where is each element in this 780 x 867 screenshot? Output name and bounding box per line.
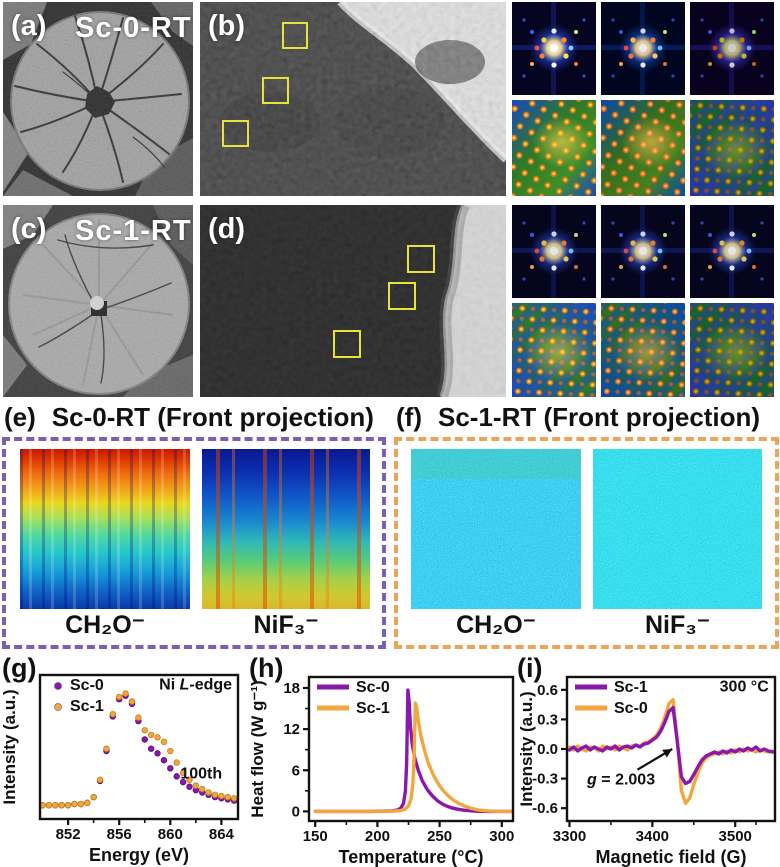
lattice-image-b2 bbox=[601, 100, 685, 196]
panel-g-letter: (g) bbox=[2, 653, 37, 683]
roi-box bbox=[282, 22, 308, 49]
caption-f-nif3: NiF₃⁻ bbox=[644, 611, 711, 639]
svg-text:Heat flow (W g⁻¹): Heat flow (W g⁻¹) bbox=[248, 680, 267, 817]
fft-pattern-b1 bbox=[512, 2, 596, 95]
fft-pattern-d1 bbox=[512, 205, 596, 298]
panel-a-title: Sc-0-RT bbox=[75, 12, 192, 44]
sims-heatmap-f-nif3 bbox=[593, 449, 762, 609]
chart-epr-spectrum: (i) 3300 3400 3500 -0.6 -0.3 0.0 0.3 0.6 300 °C g… bbox=[517, 655, 780, 867]
chart-xas-ni-l-edge: (g) 852 856 860 864 Ni L-edge 100th Sc-0 Sc-1 En… bbox=[0, 655, 245, 867]
panel-b-tem-image: (b) bbox=[200, 2, 506, 196]
svg-text:Sc-0: Sc-0 bbox=[70, 677, 104, 694]
panel-e-letter: (e) bbox=[4, 402, 36, 432]
panel-a-sem-image: (a) Sc-0-RT bbox=[3, 2, 193, 196]
svg-text:12: 12 bbox=[283, 721, 300, 738]
panel-f-title: Sc-1-RT (Front projection) bbox=[437, 402, 761, 432]
svg-text:150: 150 bbox=[303, 828, 328, 845]
svg-text:Ni L-edge: Ni L-edge bbox=[159, 676, 232, 693]
caption-f-ch2o: CH₂O⁻ bbox=[456, 611, 536, 639]
lattice-image-d1 bbox=[512, 303, 596, 397]
lattice-image-d3 bbox=[690, 303, 774, 397]
svg-text:3300: 3300 bbox=[553, 828, 586, 845]
svg-text:3400: 3400 bbox=[636, 828, 669, 845]
sem-texture bbox=[3, 205, 193, 397]
svg-text:6: 6 bbox=[292, 762, 300, 779]
svg-text:-0.3: -0.3 bbox=[532, 771, 558, 788]
svg-text:Sc-1: Sc-1 bbox=[614, 679, 648, 696]
panel-c-letter: (c) bbox=[11, 213, 47, 245]
svg-text:Sc-1: Sc-1 bbox=[356, 700, 390, 717]
panel-c-sem-image: (c) Sc-1-RT bbox=[3, 205, 193, 397]
fft-pattern-b2 bbox=[601, 2, 685, 95]
svg-text:Energy (eV): Energy (eV) bbox=[89, 845, 189, 865]
svg-text:Intensity (a.u.): Intensity (a.u.) bbox=[517, 691, 536, 806]
panel-e-box: CH₂O⁻ NiF₃⁻ bbox=[2, 437, 386, 649]
lattice-image-d2 bbox=[601, 303, 685, 397]
panel-d-tem-image: (d) bbox=[200, 205, 506, 397]
tem-texture bbox=[200, 2, 506, 196]
panel-f-box: CH₂O⁻ NiF₃⁻ bbox=[394, 437, 779, 649]
svg-text:860: 860 bbox=[158, 826, 183, 843]
svg-text:18: 18 bbox=[283, 680, 300, 697]
panel-e-title: Sc-0-RT (Front projection) bbox=[51, 402, 374, 432]
panel-d-letter: (d) bbox=[208, 213, 246, 245]
svg-text:-0.6: -0.6 bbox=[532, 800, 558, 817]
svg-text:0.0: 0.0 bbox=[537, 741, 558, 758]
sims-heatmap-e-ch2o bbox=[20, 449, 190, 609]
svg-text:g = 2.003: g = 2.003 bbox=[586, 771, 655, 788]
svg-text:3500: 3500 bbox=[719, 828, 752, 845]
fft-pattern-d2 bbox=[601, 205, 685, 298]
sem-texture bbox=[3, 2, 193, 196]
svg-text:300 °C: 300 °C bbox=[720, 678, 770, 695]
panel-f-letter: (f) bbox=[396, 402, 422, 432]
chart-dsc-heat-flow: (h) 150 200 250 300 0 6 12 18 Sc-0 Sc-1 Temperatur… bbox=[245, 655, 517, 867]
sims-heatmap-f-ch2o bbox=[411, 449, 581, 609]
svg-text:0.3: 0.3 bbox=[537, 711, 558, 728]
lattice-image-b3 bbox=[690, 100, 774, 196]
panel-e-header: (e) Sc-0-RT (Front projection) bbox=[4, 404, 374, 430]
svg-text:864: 864 bbox=[209, 826, 235, 843]
svg-text:Intensity (a.u.): Intensity (a.u.) bbox=[0, 689, 19, 804]
roi-box bbox=[407, 245, 435, 273]
svg-text:856: 856 bbox=[107, 826, 132, 843]
svg-text:852: 852 bbox=[56, 826, 81, 843]
caption-e-ch2o: CH₂O⁻ bbox=[65, 611, 145, 639]
panel-c-title: Sc-1-RT bbox=[75, 215, 192, 247]
svg-text:Sc-0: Sc-0 bbox=[356, 679, 390, 696]
svg-text:Sc-0: Sc-0 bbox=[614, 700, 648, 717]
fft-pattern-d3 bbox=[690, 205, 774, 298]
panel-f-header: (f) Sc-1-RT (Front projection) bbox=[396, 404, 760, 430]
sims-heatmap-e-nif3 bbox=[202, 449, 370, 609]
panel-i-letter: (i) bbox=[517, 653, 543, 683]
svg-text:0: 0 bbox=[292, 803, 300, 820]
fft-pattern-b3 bbox=[690, 2, 774, 95]
roi-box bbox=[333, 330, 361, 358]
svg-text:Temperature (°C): Temperature (°C) bbox=[339, 847, 484, 867]
roi-box bbox=[222, 120, 249, 147]
tem-texture bbox=[200, 205, 506, 397]
panel-b-letter: (b) bbox=[208, 10, 246, 42]
lattice-image-b1 bbox=[512, 100, 596, 196]
svg-text:100th: 100th bbox=[180, 766, 222, 783]
svg-text:300: 300 bbox=[489, 828, 514, 845]
panel-h-letter: (h) bbox=[249, 653, 284, 683]
panel-a-letter: (a) bbox=[11, 10, 47, 42]
caption-e-nif3: NiF₃⁻ bbox=[253, 611, 319, 639]
roi-box bbox=[262, 77, 289, 104]
svg-text:Sc-1: Sc-1 bbox=[70, 698, 104, 715]
svg-text:250: 250 bbox=[427, 828, 452, 845]
svg-text:Magnetic field (G): Magnetic field (G) bbox=[595, 847, 746, 867]
svg-text:200: 200 bbox=[365, 828, 390, 845]
svg-text:0.6: 0.6 bbox=[537, 682, 558, 699]
roi-box bbox=[388, 282, 416, 310]
